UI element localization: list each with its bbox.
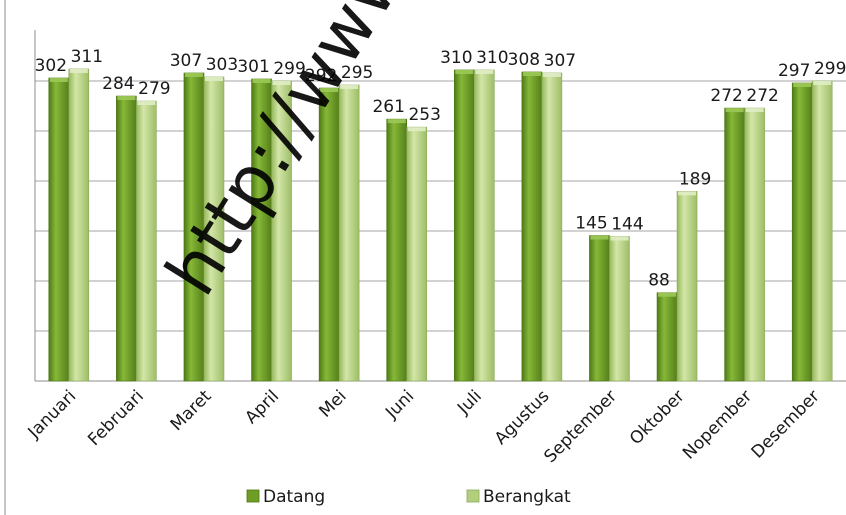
bar-datang-nopember (724, 107, 745, 382)
bar-cap-berangkat-september (610, 236, 629, 241)
value-label-berangkat-agustus: 307 (544, 51, 576, 71)
x-tick-juni: Juni (381, 386, 418, 423)
value-label-datang-oktober: 88 (648, 271, 670, 291)
gridlines (35, 80, 846, 382)
bar-cap-berangkat-februari (137, 101, 156, 106)
bar-cap-datang-juni (387, 119, 406, 124)
value-label-datang-juli: 310 (440, 48, 472, 68)
bar-cap-berangkat-oktober (678, 191, 697, 196)
bar-cap-datang-nopember (725, 108, 744, 113)
bar-cap-datang-april (252, 78, 271, 83)
value-label-berangkat-januari: 311 (71, 47, 103, 67)
value-label-berangkat-mei: 295 (341, 63, 373, 83)
bar-datang-desember (791, 82, 813, 382)
bar-cap-berangkat-agustus (542, 72, 561, 77)
bar-datang-februari (116, 95, 137, 382)
bar-cap-berangkat-januari (69, 68, 88, 73)
value-label-berangkat-april: 299 (273, 59, 305, 79)
bar-cap-berangkat-juli (475, 69, 494, 74)
x-tick-februari: Februari (84, 386, 148, 450)
bar-cap-datang-mei (320, 88, 339, 93)
bar-cap-datang-agustus (522, 71, 541, 76)
bar-cap-datang-desember (793, 83, 812, 88)
bar-berangkat-februari (136, 100, 157, 382)
legend-swatch-datang (246, 489, 260, 503)
legend: Datang Berangkat (246, 487, 571, 507)
value-label-datang-maret: 307 (170, 51, 202, 71)
value-label-datang-januari: 302 (35, 56, 67, 76)
value-label-berangkat-februari: 279 (138, 79, 170, 99)
x-tick-september: September (540, 386, 621, 467)
bar-berangkat-juni (406, 126, 428, 382)
bar-cap-datang-maret (184, 72, 203, 77)
bar-datang-september (589, 235, 610, 382)
value-label-datang-februari: 284 (102, 74, 134, 94)
bar-datang-agustus (521, 71, 543, 382)
bar-berangkat-juli (473, 69, 495, 382)
value-label-berangkat-desember: 299 (814, 59, 846, 79)
bar-cap-datang-juli (455, 69, 474, 74)
x-tick-januari: Januari (24, 386, 81, 443)
bar-berangkat-september (609, 236, 630, 382)
bar-berangkat-mei (338, 84, 360, 382)
bar-cap-datang-januari (49, 77, 68, 82)
bar-datang-juni (386, 118, 408, 382)
value-label-berangkat-maret: 303 (206, 55, 238, 75)
bar-cap-berangkat-desember (813, 81, 832, 86)
axes (4, 0, 846, 515)
value-label-datang-april: 301 (237, 57, 269, 77)
value-label-berangkat-nopember: 272 (746, 86, 778, 106)
bar-cap-berangkat-juni (407, 127, 426, 132)
bar-berangkat-oktober (676, 191, 698, 382)
value-label-datang-juni: 261 (372, 97, 404, 117)
x-tick-labels: Januari Februari Maret April Mei Juni Juli Agus… (24, 386, 824, 467)
value-label-berangkat-juli: 310 (476, 48, 508, 68)
bar-cap-berangkat-april (272, 81, 291, 86)
bar-berangkat-nopember (744, 107, 765, 382)
value-label-datang-nopember: 272 (710, 86, 742, 106)
bar-berangkat-desember (811, 80, 833, 382)
bar-cap-berangkat-nopember (745, 108, 764, 113)
legend-label-berangkat: Berangkat (483, 487, 571, 507)
value-label-datang-desember: 297 (778, 61, 810, 81)
legend-label-datang: Datang (263, 487, 325, 507)
x-tick-april: April (241, 386, 283, 428)
x-tick-nopember: Nopember (679, 386, 756, 463)
value-label-datang-agustus: 308 (508, 50, 540, 70)
bar-cap-datang-februari (117, 96, 136, 101)
value-label-berangkat-september: 144 (611, 215, 643, 235)
x-tick-mei: Mei (315, 386, 350, 421)
bar-datang-januari (48, 77, 70, 382)
bars (48, 68, 833, 382)
x-tick-oktober: Oktober (626, 386, 689, 449)
bar-cap-datang-oktober (658, 292, 677, 297)
bar-datang-oktober (656, 292, 678, 382)
value-label-datang-september: 145 (575, 214, 607, 234)
value-label-datang-mei: 292 (305, 66, 337, 86)
bar-datang-juli (453, 69, 475, 382)
x-tick-maret: Maret (167, 386, 216, 435)
bar-berangkat-agustus (541, 72, 563, 382)
bar-cap-berangkat-mei (340, 85, 359, 90)
value-label-berangkat-juni: 253 (408, 105, 440, 125)
legend-swatch-berangkat (466, 489, 480, 503)
bar-berangkat-januari (68, 68, 90, 382)
x-tick-agustus: Agustus (491, 386, 554, 449)
bar-cap-berangkat-maret (204, 76, 223, 81)
value-label-berangkat-oktober: 189 (679, 169, 711, 189)
x-tick-juli: Juli (453, 386, 486, 419)
x-tick-desember: Desember (748, 386, 824, 462)
bar-cap-datang-september (590, 235, 609, 240)
